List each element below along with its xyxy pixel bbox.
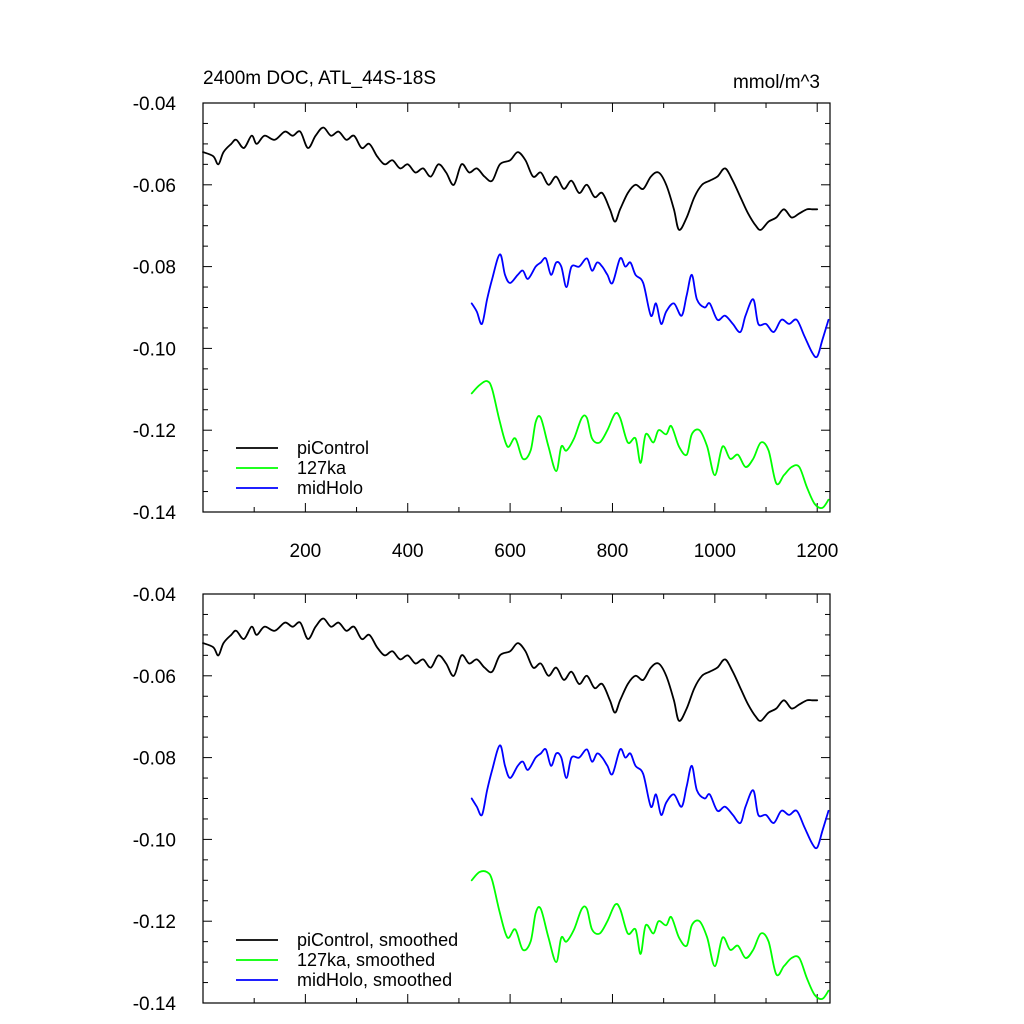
series-group-bottom bbox=[202, 617, 830, 1000]
series-line bbox=[202, 126, 819, 231]
series-line bbox=[470, 870, 830, 1000]
x-tick-label: 600 bbox=[494, 541, 526, 562]
series-group-top bbox=[202, 126, 830, 509]
y-tick-label: -0.12 bbox=[133, 421, 176, 442]
units-label: mmol/m^3 bbox=[733, 72, 820, 93]
x-tick-label: 1000 bbox=[694, 541, 736, 562]
y-tick-label: -0.12 bbox=[133, 912, 176, 933]
series-line bbox=[470, 253, 830, 359]
legend-label: midHolo bbox=[297, 478, 363, 498]
series-line bbox=[202, 617, 819, 722]
x-tick-label: 400 bbox=[392, 541, 424, 562]
series-line bbox=[470, 744, 830, 850]
y-tick-label: -0.04 bbox=[133, 94, 177, 115]
y-tick-label: -0.06 bbox=[133, 176, 176, 197]
x-tick-label: 1200 bbox=[796, 541, 838, 562]
legend-label: midHolo, smoothed bbox=[297, 970, 452, 990]
x-tick-label: 800 bbox=[597, 541, 629, 562]
series-line bbox=[470, 380, 830, 509]
tick-label-group-top: -0.04 -0.06 -0.08 -0.10 -0.12 -0.14 200 400 600 8… bbox=[133, 94, 839, 562]
y-tick-label: -0.08 bbox=[133, 258, 176, 279]
chart-title: 2400m DOC, ATL_44S-18S bbox=[203, 68, 436, 89]
y-tick-label: -0.08 bbox=[133, 749, 176, 770]
tick-group-top bbox=[203, 102, 830, 513]
x-tick-label: 200 bbox=[290, 541, 322, 562]
y-tick-label: -0.10 bbox=[133, 830, 176, 851]
legend-label: 127ka bbox=[297, 458, 347, 478]
tick-label-group-bottom: -0.04 -0.06 -0.08 -0.10 -0.12 -0.14 bbox=[133, 585, 177, 1015]
y-tick-label: -0.14 bbox=[133, 503, 177, 524]
top-panel: 2400m DOC, ATL_44S-18S mmol/m^3 -0.04-0.… bbox=[133, 68, 839, 562]
tick-group-bottom bbox=[203, 593, 830, 1004]
y-tick-label: -0.10 bbox=[133, 339, 176, 360]
y-tick-label: -0.04 bbox=[133, 585, 177, 606]
bottom-panel: -0.04 -0.06 -0.08 -0.10 -0.12 -0.14 piControl… bbox=[133, 585, 831, 1015]
legend-label: piControl, smoothed bbox=[297, 930, 458, 950]
legend-label: piControl bbox=[297, 438, 369, 458]
legend-label: 127ka, smoothed bbox=[297, 950, 435, 970]
y-tick-label: -0.06 bbox=[133, 667, 176, 688]
y-tick-label: -0.14 bbox=[133, 994, 177, 1015]
